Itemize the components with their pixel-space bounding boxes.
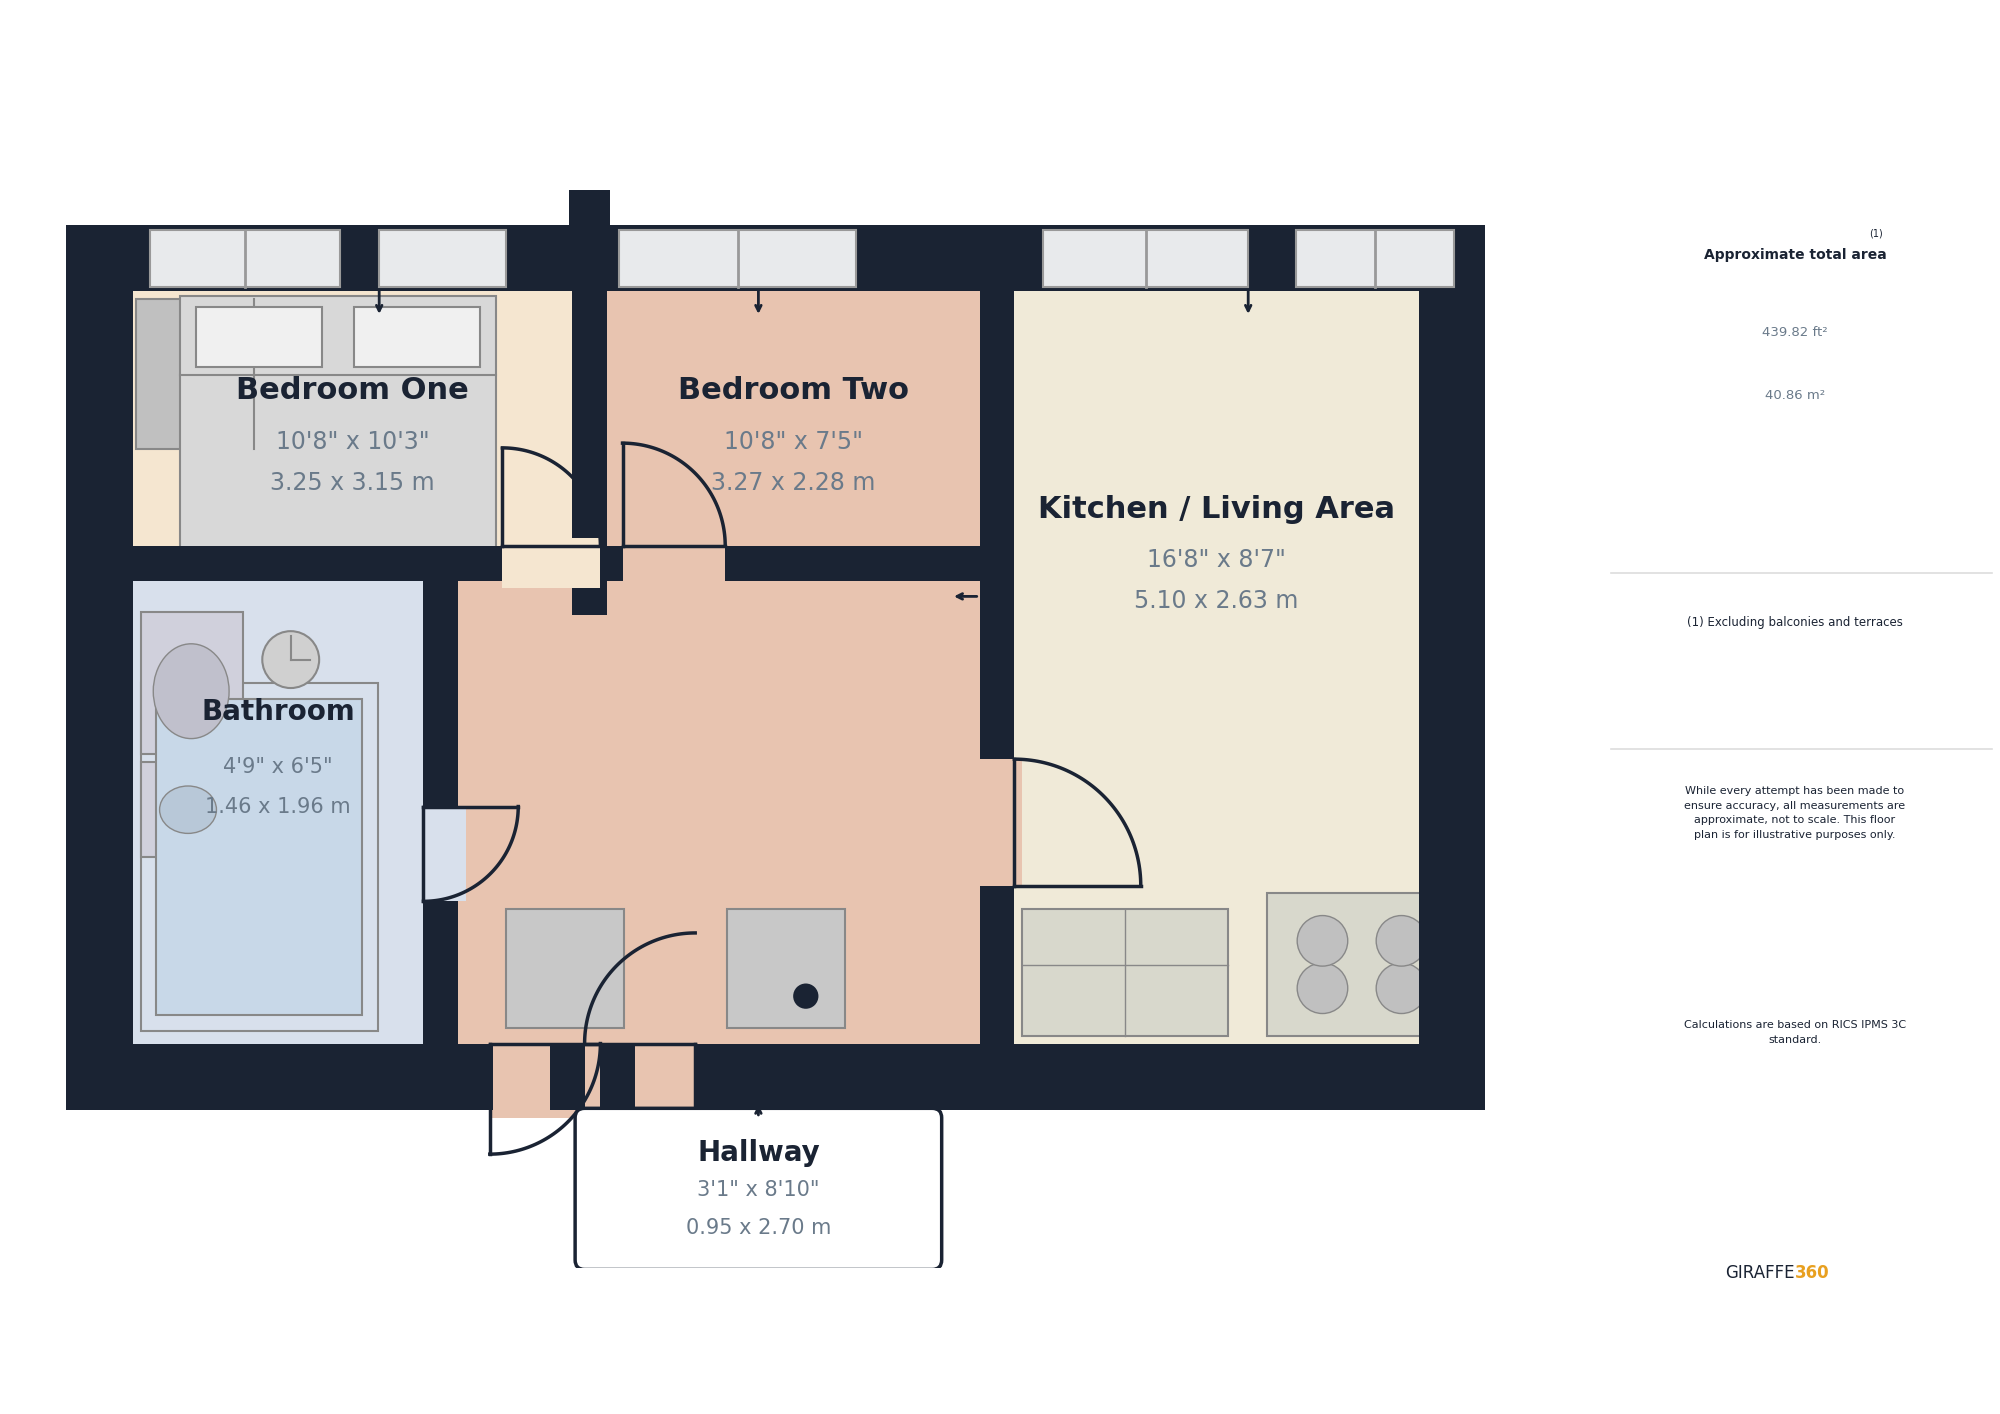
Bar — [1014, 291, 1418, 1044]
Text: 4'9" x 6'5": 4'9" x 6'5" — [224, 756, 332, 778]
Circle shape — [1298, 963, 1348, 1014]
Bar — [980, 225, 1014, 1110]
Bar — [132, 546, 980, 581]
Text: GIRAFFE: GIRAFFE — [1726, 1264, 1796, 1281]
Circle shape — [1298, 915, 1348, 966]
Bar — [196, 307, 322, 368]
Text: 3'1" x 8'10": 3'1" x 8'10" — [698, 1181, 820, 1200]
Text: 40.86 m²: 40.86 m² — [1764, 389, 1826, 403]
Circle shape — [794, 984, 818, 1008]
Text: 16'8" x 8'7": 16'8" x 8'7" — [1148, 549, 1286, 573]
Bar — [568, 191, 610, 291]
Bar — [380, 230, 506, 287]
Text: 439.82 ft²: 439.82 ft² — [1762, 325, 1828, 339]
Text: Approximate total area: Approximate total area — [1704, 247, 1886, 262]
Text: (1) Excluding balconies and terraces: (1) Excluding balconies and terraces — [1688, 615, 1902, 629]
Bar — [1296, 230, 1454, 287]
Text: 0.95 x 2.70 m: 0.95 x 2.70 m — [686, 1219, 832, 1239]
Bar — [502, 537, 600, 588]
Bar — [606, 291, 980, 581]
Bar — [1418, 225, 1486, 1110]
Bar — [550, 1044, 584, 1110]
Bar — [572, 533, 606, 615]
Text: While every attempt has been made to
ensure accuracy, all measurements are
appro: While every attempt has been made to ens… — [1684, 786, 1906, 840]
Text: 10'8" x 10'3": 10'8" x 10'3" — [276, 430, 430, 454]
Bar — [1296, 230, 1454, 287]
Text: Bedroom Two: Bedroom Two — [678, 376, 908, 406]
FancyBboxPatch shape — [576, 1109, 942, 1270]
Bar — [156, 699, 362, 1015]
Bar — [66, 1044, 1486, 1110]
Text: 3.25 x 3.15 m: 3.25 x 3.15 m — [270, 471, 434, 495]
Bar — [140, 683, 378, 1031]
Bar — [380, 230, 506, 287]
Text: Kitchen / Living Area: Kitchen / Living Area — [1038, 495, 1396, 525]
Bar — [150, 230, 340, 287]
Bar — [620, 230, 856, 287]
Bar — [140, 762, 236, 857]
Bar — [458, 1044, 492, 1110]
Text: (1): (1) — [1868, 228, 1882, 239]
Bar — [584, 1035, 696, 1118]
Bar — [572, 291, 606, 581]
Text: 1.46 x 1.96 m: 1.46 x 1.96 m — [206, 796, 350, 816]
Bar — [180, 296, 496, 549]
Bar — [140, 612, 244, 755]
Bar — [132, 581, 424, 1044]
Bar — [136, 300, 372, 450]
Circle shape — [262, 631, 320, 689]
Text: 3.27 x 2.28 m: 3.27 x 2.28 m — [710, 471, 876, 495]
Bar — [600, 1044, 636, 1110]
Ellipse shape — [160, 786, 216, 833]
Bar — [458, 581, 980, 1044]
Bar — [150, 230, 340, 287]
Bar — [132, 291, 572, 581]
Bar — [416, 806, 466, 901]
Bar — [726, 909, 846, 1028]
Bar — [1268, 894, 1456, 1035]
Bar — [696, 1044, 730, 1110]
Text: 5.10 x 2.63 m: 5.10 x 2.63 m — [1134, 590, 1298, 614]
Text: 10'8" x 7'5": 10'8" x 7'5" — [724, 430, 862, 454]
Bar — [506, 909, 624, 1028]
Bar — [1022, 909, 1228, 1035]
Text: Hallway: Hallway — [698, 1138, 820, 1167]
Ellipse shape — [154, 643, 230, 738]
Bar — [622, 537, 726, 588]
Circle shape — [1376, 963, 1426, 1014]
Text: Bathroom: Bathroom — [202, 697, 354, 725]
Bar — [1042, 230, 1248, 287]
Bar — [424, 581, 458, 1110]
Text: 360: 360 — [1796, 1264, 1830, 1281]
Circle shape — [1376, 915, 1426, 966]
Bar — [620, 230, 856, 287]
Text: Bedroom One: Bedroom One — [236, 376, 468, 406]
Bar — [66, 225, 1486, 291]
Bar — [1042, 230, 1248, 287]
Bar — [490, 1035, 600, 1118]
Bar — [354, 307, 480, 368]
Text: Calculations are based on RICS IPMS 3C
standard.: Calculations are based on RICS IPMS 3C s… — [1684, 1019, 1906, 1045]
Bar — [972, 759, 1022, 885]
Bar — [66, 225, 132, 1110]
